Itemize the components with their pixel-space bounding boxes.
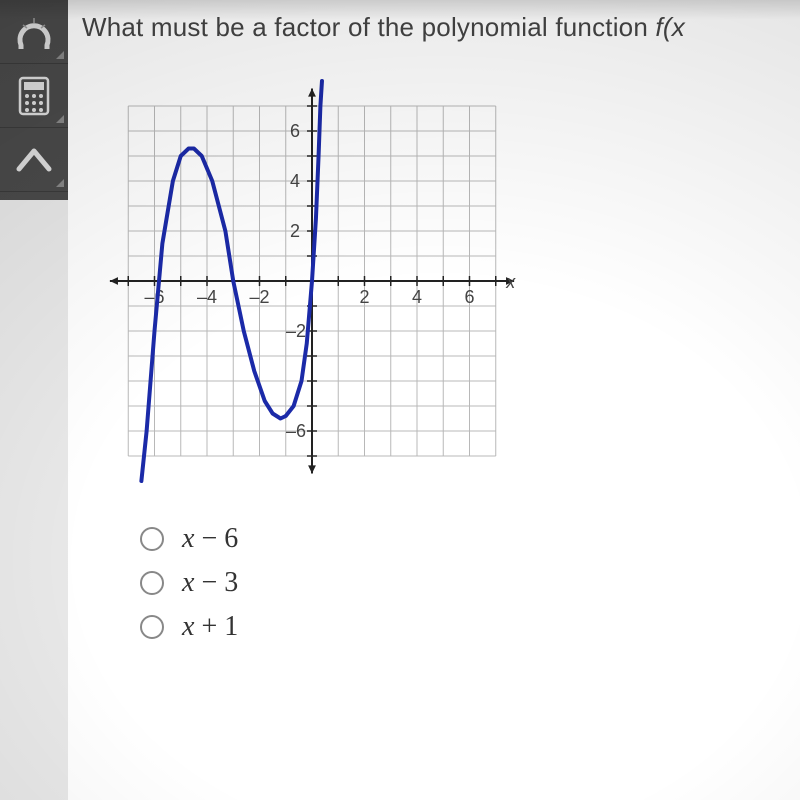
answer-options: x − 6 x − 3 x + 1 <box>140 523 800 643</box>
svg-text:–2: –2 <box>249 287 269 307</box>
option-row-1[interactable]: x − 3 <box>140 567 800 599</box>
option-label: x + 1 <box>182 611 238 643</box>
question-fn: f(x <box>655 12 684 42</box>
svg-text:4: 4 <box>290 171 300 191</box>
option-row-0[interactable]: x − 6 <box>140 523 800 555</box>
radio-button[interactable] <box>140 527 164 551</box>
question-prefix: What must be a factor of the polynomial … <box>82 12 655 42</box>
svg-text:x: x <box>505 272 516 292</box>
svg-text:2: 2 <box>290 221 300 241</box>
horseshoe-icon <box>13 11 55 53</box>
polynomial-graph: –6 –4 –2 2 4 6 –6 –2 2 4 6 x <box>42 71 562 491</box>
radio-button[interactable] <box>140 571 164 595</box>
protractor-tool[interactable] <box>0 0 68 64</box>
option-row-2[interactable]: x + 1 <box>140 611 800 643</box>
svg-text:–4: –4 <box>197 287 217 307</box>
radio-button[interactable] <box>140 615 164 639</box>
svg-text:–6: –6 <box>286 421 306 441</box>
question-text: What must be a factor of the polynomial … <box>82 12 800 43</box>
svg-text:–2: –2 <box>286 321 306 341</box>
svg-text:2: 2 <box>359 287 369 307</box>
option-label: x − 3 <box>182 567 238 599</box>
svg-text:6: 6 <box>464 287 474 307</box>
svg-text:4: 4 <box>412 287 422 307</box>
svg-text:6: 6 <box>290 121 300 141</box>
svg-text:–6: –6 <box>144 287 164 307</box>
content-area: What must be a factor of the polynomial … <box>68 0 800 800</box>
option-label: x − 6 <box>182 523 238 555</box>
